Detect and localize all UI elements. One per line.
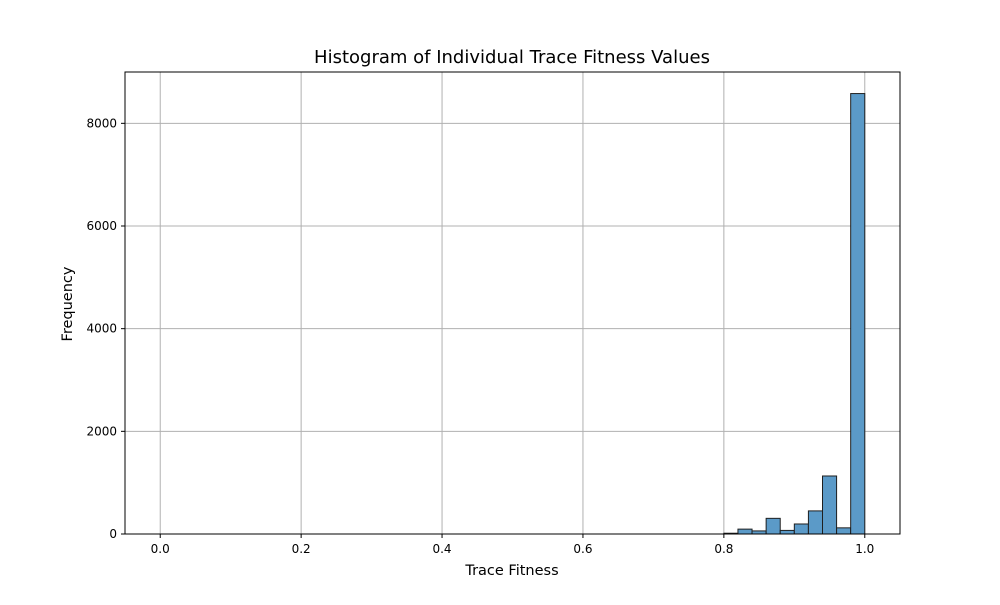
x-tick-label: 0.4 [432, 542, 451, 556]
y-tick-label: 2000 [86, 424, 117, 438]
plot-frame [124, 71, 901, 535]
histogram-bars [723, 93, 866, 535]
y-axis-label: Frequency [60, 266, 76, 341]
grid-lines [125, 72, 900, 535]
histogram-bar [737, 528, 753, 535]
x-tick-label: 0.6 [573, 542, 592, 556]
x-tick-label: 0.2 [292, 542, 311, 556]
y-axis-ticks: 0 2000 4000 6000 8000 [86, 116, 125, 541]
y-tick-label: 8000 [86, 116, 117, 130]
histogram-bar [836, 527, 852, 535]
x-axis-ticks: 0.0 0.2 0.4 0.6 0.8 1.0 [151, 534, 874, 556]
x-tick-label: 0.0 [151, 542, 170, 556]
histogram-bar [807, 510, 824, 535]
histogram-bar [850, 93, 866, 535]
histogram-bar [793, 523, 809, 535]
histogram-bar [822, 475, 838, 535]
y-tick-label: 4000 [86, 322, 117, 336]
y-tick-label: 6000 [86, 219, 117, 233]
chart-title: Histogram of Individual Trace Fitness Va… [314, 47, 710, 68]
x-axis-label: Trace Fitness [464, 563, 558, 579]
x-tick-label: 1.0 [855, 542, 874, 556]
histogram-bar [779, 529, 795, 535]
histogram-bar [765, 517, 781, 535]
y-tick-label: 0 [109, 527, 117, 541]
x-tick-label: 0.8 [714, 542, 733, 556]
